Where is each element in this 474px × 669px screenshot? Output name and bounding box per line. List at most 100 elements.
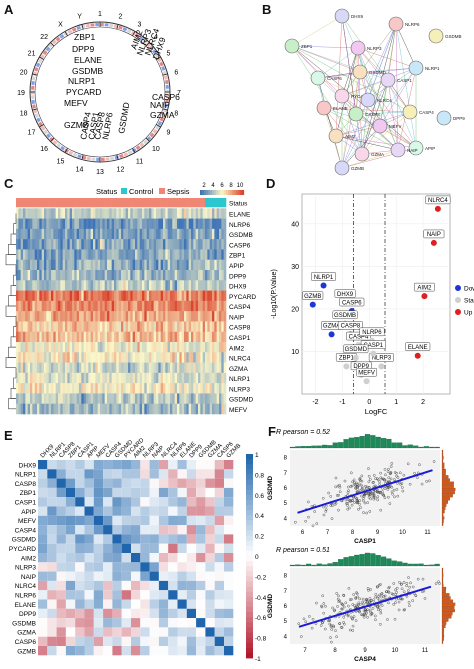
heatmap-cell <box>156 383 159 394</box>
scatter-point <box>364 484 367 488</box>
heatmap-cell <box>125 228 129 240</box>
top-histogram-bar <box>375 555 381 567</box>
heatmap-cell <box>23 342 26 353</box>
heatmap-cell <box>18 383 21 394</box>
scatter-point <box>392 582 396 585</box>
heatmap-cell <box>104 228 108 240</box>
heatmap-cell <box>158 228 161 240</box>
heatmap-cell <box>109 300 112 312</box>
heatmap-cell <box>214 311 217 322</box>
corr-cell <box>103 646 113 656</box>
heatmap-cell <box>116 372 119 384</box>
corr-cell <box>140 608 150 619</box>
heatmap-cell <box>53 362 56 374</box>
heatmap-cell <box>100 352 103 363</box>
heatmap-cell <box>193 321 196 333</box>
heatmap-cell <box>37 331 40 343</box>
heatmap-cell <box>81 342 84 353</box>
status-cell <box>212 198 215 208</box>
heatmap-cell <box>18 218 21 230</box>
right-histogram-bar <box>441 599 454 603</box>
heatmap-cell <box>160 218 164 230</box>
heatmap-cell <box>193 290 196 302</box>
heatmap-cell <box>170 290 173 302</box>
right-histogram-bar <box>441 468 446 472</box>
corr-cell <box>168 562 178 572</box>
heatmap-cell <box>146 383 150 394</box>
circos-band <box>32 104 36 109</box>
corr-cell <box>149 525 159 535</box>
heatmap-cell <box>123 239 126 250</box>
x-tick-label: 11 <box>424 530 431 536</box>
heatmap-cell <box>221 280 224 291</box>
heatmap-cell <box>174 362 178 374</box>
corr-cell <box>168 515 178 526</box>
heatmap-cell <box>69 259 73 271</box>
heatmap-cell <box>81 403 84 415</box>
x-tick-label: 8 <box>333 648 337 654</box>
heatmap-cell <box>20 290 24 302</box>
circos-band <box>164 80 169 85</box>
status-cell <box>27 198 31 208</box>
heatmap-cell <box>118 372 122 384</box>
heatmap-cell <box>205 300 208 312</box>
heatmap-cell <box>144 208 147 219</box>
heatmap-cell <box>132 321 136 333</box>
heatmap-cell <box>97 393 101 405</box>
heatmap-cell <box>184 352 187 363</box>
network-node <box>408 140 424 156</box>
heatmap-cell <box>156 228 159 240</box>
heatmap-cell <box>191 403 194 415</box>
heatmap-cell <box>200 331 203 343</box>
heatmap-cell <box>214 208 217 219</box>
point-label-box <box>337 321 363 330</box>
right-histogram-bar <box>441 631 444 635</box>
heatmap-cell <box>62 352 66 363</box>
heatmap-cell <box>104 311 108 322</box>
heatmap-cell <box>114 290 117 302</box>
heatmap-cell <box>55 321 59 333</box>
heatmap-cell <box>139 300 143 312</box>
heatmap-cell <box>100 300 103 312</box>
scatter-point <box>400 482 404 485</box>
corr-cell <box>93 608 104 619</box>
heatmap-cell <box>107 372 110 384</box>
heatmap-cell <box>158 393 161 405</box>
heatmap-cell <box>188 239 192 250</box>
scatter-point <box>408 604 411 607</box>
scatter-point <box>342 594 346 597</box>
network-node-label: GSDMD <box>369 70 387 75</box>
heatmap-cell <box>151 300 154 312</box>
heatmap-cell <box>20 403 24 415</box>
heatmap-cell <box>223 311 227 322</box>
scale-tick: 2 <box>202 183 206 189</box>
heatmap-cell <box>41 393 45 405</box>
status-cell <box>97 198 101 208</box>
heatmap-cell <box>195 372 199 384</box>
heatmap-cell <box>170 393 173 405</box>
heatmap-cell <box>193 311 196 322</box>
heatmap-cell <box>72 270 75 281</box>
heatmap-cell <box>214 290 217 302</box>
corr-cell <box>196 525 206 535</box>
heatmap-cell <box>212 228 215 240</box>
heatmap-cell <box>72 249 75 261</box>
heatmap-cell <box>102 290 105 302</box>
chromosome-divider <box>162 108 168 111</box>
scatter-point <box>392 603 396 606</box>
top-histogram-bar <box>343 439 349 449</box>
heatmap-cell <box>125 383 129 394</box>
scatter-point <box>330 628 334 631</box>
heatmap-cell <box>144 383 147 394</box>
heatmap-cell <box>193 331 196 343</box>
scatter-point <box>337 508 340 512</box>
corr-scale-cell <box>246 474 253 480</box>
heatmap-cell <box>16 228 19 240</box>
corr-scale-tick: 0.6 <box>255 493 264 500</box>
corr-cell <box>131 460 141 470</box>
heatmap-cell <box>221 331 224 343</box>
heatmap-cell <box>16 342 19 353</box>
corr-scale-cell <box>246 520 253 526</box>
heatmap-cell <box>27 403 31 415</box>
heatmap-cell <box>132 280 136 291</box>
